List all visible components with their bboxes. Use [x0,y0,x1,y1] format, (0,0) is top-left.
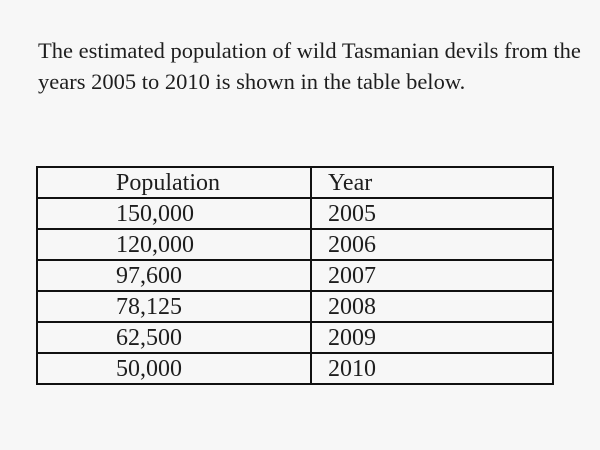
year-cell: 2006 [310,228,554,261]
population-cell: 97,600 [36,259,312,292]
year-cell: 2010 [310,352,554,385]
intro-paragraph: The estimated population of wild Tasmani… [38,38,581,94]
table-row: 62,500 2009 [36,321,554,354]
table-row: 50,000 2010 [36,352,554,385]
table-row: 150,000 2005 [36,197,554,230]
table-header-row: Population Year [36,166,554,199]
year-cell: 2005 [310,197,554,230]
population-table: Population Year 150,000 2005 120,000 200… [36,166,554,385]
year-cell: 2007 [310,259,554,292]
population-cell: 50,000 [36,352,312,385]
table-row: 120,000 2006 [36,228,554,261]
population-cell: 150,000 [36,197,312,230]
header-year: Year [310,166,554,199]
population-cell: 78,125 [36,290,312,323]
table-row: 97,600 2007 [36,259,554,292]
population-cell: 120,000 [36,228,312,261]
population-cell: 62,500 [36,321,312,354]
year-cell: 2009 [310,321,554,354]
year-cell: 2008 [310,290,554,323]
header-population: Population [36,166,312,199]
table-row: 78,125 2008 [36,290,554,323]
